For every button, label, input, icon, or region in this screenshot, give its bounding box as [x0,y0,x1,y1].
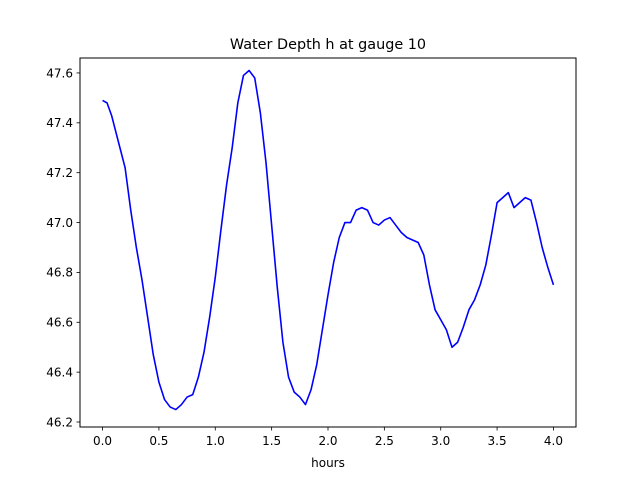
y-axis: 46.2 46.4 46.6 46.8 47.0 47.2 47.4 47.6 [46,66,80,429]
y-tick-label: 46.8 [46,266,73,280]
y-tick-label: 47.0 [46,216,73,230]
x-tick-label: 4.0 [544,434,563,448]
x-axis: 0.0 0.5 1.0 1.5 2.0 2.5 3.0 3.5 4.0 [93,427,563,448]
x-tick-label: 3.5 [488,434,507,448]
series-line [102,69,555,411]
y-tick-label: 46.4 [46,365,73,379]
x-tick-label: 0.5 [149,434,168,448]
x-axis-label: hours [311,456,345,470]
x-tick-label: 2.0 [318,434,337,448]
plot-frame [79,57,577,428]
plot-area [102,69,555,411]
x-tick-label: 1.5 [262,434,281,448]
x-tick-label: 0.0 [93,434,112,448]
y-tick-label: 46.6 [46,316,73,330]
x-tick-label: 1.0 [206,434,225,448]
chart-title: Water Depth h at gauge 10 [230,37,426,53]
x-tick-label: 3.0 [431,434,450,448]
y-tick-label: 47.4 [46,116,73,130]
y-tick-label: 46.2 [46,415,73,429]
x-tick-label: 2.5 [375,434,394,448]
y-tick-label: 47.2 [46,166,73,180]
y-tick-label: 47.6 [46,66,73,80]
